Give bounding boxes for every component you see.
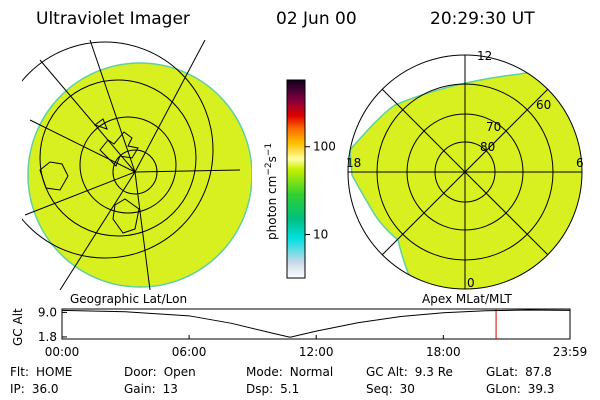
info-label: GLon:	[486, 382, 521, 396]
mlt-label: 6	[576, 156, 584, 170]
colorbar-tick-label: 100	[313, 140, 336, 154]
info-label: Dsp:	[246, 382, 273, 396]
colorbar-tick-label: 10	[313, 228, 328, 242]
info-label: Gain:	[124, 382, 156, 396]
altitude-line	[61, 309, 571, 338]
info-label: Flt:	[10, 365, 29, 379]
info-label: Mode:	[246, 365, 283, 379]
right-panel-label: Apex MLat/MLT	[422, 292, 512, 306]
info-value: Open	[164, 365, 196, 379]
colorbar-label-part: photon cm	[265, 176, 279, 240]
x-tick-label: 06:00	[172, 345, 207, 359]
left-panel-label: Geographic Lat/Lon	[70, 292, 187, 306]
time: 20:29:30 UT	[430, 9, 535, 29]
y-tick-label: 9.0	[38, 305, 57, 319]
title: Ultraviolet Imager	[36, 9, 190, 29]
x-tick-label: 00:00	[45, 345, 80, 359]
colorbar-label-part: s	[265, 156, 279, 162]
geographic-map	[22, 40, 252, 290]
colorbar-label-part: −2	[264, 162, 274, 175]
y-tick-label: 1.8	[38, 330, 57, 344]
info-label: Seq:	[366, 382, 393, 396]
info-label: IP:	[10, 382, 25, 396]
info-value: 5.1	[280, 382, 299, 396]
lat-label: 60	[536, 98, 551, 112]
info-value: 13	[163, 382, 178, 396]
info-label: GLat:	[486, 365, 518, 379]
x-tick-label: 18:00	[426, 345, 461, 359]
altitude-plot-frame	[61, 308, 571, 340]
colorbar-label: photon cm−2s−1	[264, 143, 279, 240]
x-tick-label: 23:59	[553, 345, 588, 359]
lat-label: 70	[486, 120, 501, 134]
colorbar-label-part: −1	[264, 143, 274, 156]
info-value: 30	[400, 382, 415, 396]
polar-map	[347, 54, 583, 290]
info-value: Normal	[290, 365, 333, 379]
info-value: 87.8	[525, 365, 552, 379]
colorbar	[286, 79, 306, 279]
lat-label: 80	[480, 140, 495, 154]
info-value: 39.3	[528, 382, 555, 396]
altitude-ylabel: GC Alt	[11, 308, 25, 346]
x-tick-label: 12:00	[299, 345, 334, 359]
info-value: HOME	[36, 365, 72, 379]
date: 02 Jun 00	[276, 9, 357, 29]
mlt-label: 18	[346, 156, 361, 170]
info-label: GC Alt:	[366, 365, 408, 379]
mlt-label: 0	[467, 276, 475, 290]
mlt-label: 12	[477, 49, 492, 63]
info-value: 9.3 Re	[415, 365, 453, 379]
info-value: 36.0	[32, 382, 59, 396]
info-label: Door:	[124, 365, 157, 379]
